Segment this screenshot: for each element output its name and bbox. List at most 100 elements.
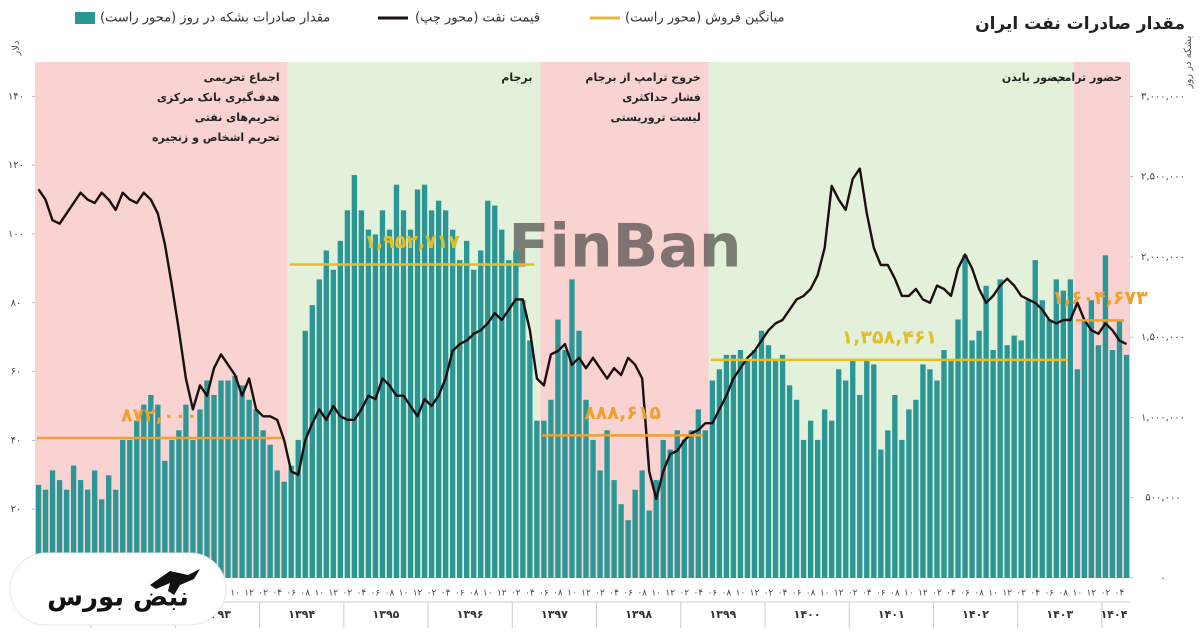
x-tick-label: ۰۸ — [637, 589, 647, 599]
x-tick-label: ۰۴ — [946, 589, 956, 599]
export-bar — [499, 229, 505, 578]
export-bar — [239, 385, 245, 578]
x-tick-label: ۰۲ — [1016, 589, 1026, 599]
x-tick-label: ۰۲ — [932, 589, 942, 599]
export-bar — [435, 200, 442, 578]
logo-bull — [150, 569, 200, 595]
x-tick-label: ۱۰ — [904, 589, 914, 599]
export-bar — [204, 380, 210, 578]
export-bar — [267, 444, 273, 578]
export-bar — [70, 465, 77, 578]
export-bar — [611, 480, 617, 578]
export-bar — [211, 394, 217, 578]
x-tick-label: ۰۸ — [806, 589, 816, 599]
export-bar — [857, 394, 863, 578]
x-tick-label: ۱۲ — [328, 589, 338, 599]
export-bar — [456, 260, 463, 578]
export-bar — [1109, 350, 1116, 578]
watermark: FinBan — [508, 212, 741, 282]
x-tick-label: ۰۴ — [1115, 589, 1125, 599]
export-bar — [632, 489, 638, 578]
export-bar — [218, 380, 224, 578]
export-bar — [253, 409, 259, 578]
x-tick-label: ۰۴ — [609, 589, 619, 599]
x-tick-label: ۱۰ — [736, 589, 746, 599]
export-bar — [134, 420, 140, 578]
export-bar — [358, 210, 365, 578]
x-tick-label: ۰۸ — [974, 589, 984, 599]
x-tick-label: ۰۶ — [371, 589, 381, 599]
x-tick-label: ۰۸ — [469, 589, 479, 599]
export-bar — [246, 399, 252, 578]
y-axis-label: دلار — [11, 41, 22, 57]
export-bar — [800, 439, 807, 578]
export-bar — [941, 350, 947, 578]
average-label: ۱,۹۵۲,۷۱۷ — [364, 231, 460, 253]
chart-title: مقدار صادرات نفت ایران — [975, 14, 1185, 34]
x-tick-label: ۱۲ — [413, 589, 423, 599]
x-tick-label: ۰۶ — [960, 589, 970, 599]
year-label: ۱۳۹۵ — [373, 608, 400, 621]
export-bar — [681, 439, 687, 578]
export-bar — [716, 369, 723, 578]
export-bar — [492, 205, 498, 579]
export-bar — [513, 250, 519, 578]
x-tick-label: ۱۰ — [651, 589, 661, 599]
export-bar — [183, 404, 189, 578]
legend-marker — [75, 12, 95, 24]
export-bar — [674, 430, 680, 578]
x-tick-label: ۰۶ — [539, 589, 549, 599]
export-bar — [597, 470, 603, 578]
export-bar — [821, 409, 828, 578]
x-tick-label: ۰۶ — [1044, 589, 1054, 599]
export-bar — [91, 470, 98, 578]
export-bar — [141, 404, 147, 578]
x-tick-label: ۱۲ — [1087, 589, 1097, 599]
year-label: ۱۳۹۸ — [625, 608, 652, 621]
x-tick-label: ۰۶ — [455, 589, 465, 599]
x-tick-label: ۱۰ — [483, 589, 493, 599]
export-bar — [176, 430, 182, 578]
period-label: اجماع تحریمی — [204, 71, 280, 84]
x-tick-label: ۱۲ — [834, 589, 844, 599]
export-bar — [106, 475, 112, 578]
export-bar — [42, 489, 49, 578]
x-tick-label: ۰۸ — [385, 589, 395, 599]
export-bar — [295, 439, 301, 578]
legend-label: میانگین فروش (محور راست) — [625, 10, 784, 26]
x-tick-label: ۰۴ — [778, 589, 788, 599]
export-bar — [807, 420, 814, 578]
period-label: تحریم اشخاص و زنجیره — [152, 131, 280, 144]
export-bar — [155, 404, 161, 578]
export-bar — [330, 269, 336, 578]
x-tick-label: ۱۲ — [244, 589, 254, 599]
x-tick-label: ۱۲ — [1002, 589, 1012, 599]
export-bar — [1074, 369, 1081, 578]
export-bar — [955, 319, 961, 578]
export-bar — [885, 430, 891, 578]
export-bar — [428, 210, 435, 578]
export-bar — [934, 380, 940, 578]
x-tick-label: ۱۲ — [750, 589, 760, 599]
x-tick-label: ۱۰ — [820, 589, 830, 599]
export-bar — [288, 465, 294, 578]
x-tick-label: ۰۴ — [272, 589, 282, 599]
legend-label: قیمت نفت (محور چپ) — [415, 11, 540, 26]
export-bar — [506, 260, 512, 578]
export-bar — [400, 210, 407, 578]
period-label: هدف‌گیری بانک مرکزی — [157, 91, 280, 104]
export-bar — [485, 200, 491, 578]
export-bar — [976, 330, 982, 578]
export-bar — [653, 480, 659, 578]
export-bar — [1011, 335, 1017, 578]
x-tick-label: ۰۴ — [693, 589, 703, 599]
year-label: ۱۴۰۰ — [794, 608, 821, 621]
year-label: ۱۴۰۱ — [878, 608, 905, 621]
x-tick-label: ۰۲ — [258, 589, 268, 599]
export-bar — [393, 184, 400, 578]
export-bar — [169, 439, 175, 578]
export-bar — [1032, 260, 1038, 578]
x-tick-label: ۰۶ — [708, 589, 718, 599]
export-bar — [758, 330, 765, 578]
